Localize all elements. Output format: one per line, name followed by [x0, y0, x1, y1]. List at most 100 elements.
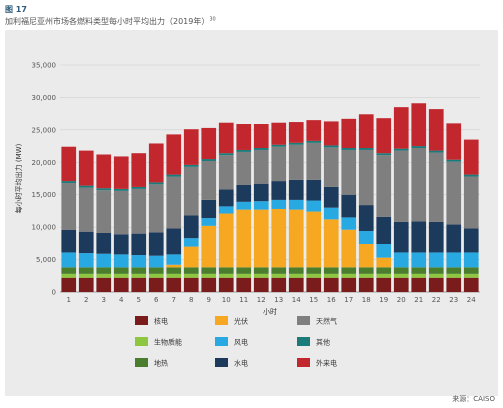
bar-segment: [131, 273, 147, 278]
legend-swatch: [215, 358, 228, 367]
bar-segment: [113, 273, 129, 278]
x-tick-label: 14: [292, 296, 301, 304]
bar-segment: [446, 159, 462, 162]
x-axis-title: 小时: [263, 307, 277, 316]
bar-segment: [323, 121, 339, 146]
bar-segment: [446, 277, 462, 292]
bar-segment: [306, 200, 322, 212]
bar-segment: [113, 234, 129, 255]
x-tick-label: 8: [189, 296, 193, 304]
legend-label: 风电: [234, 338, 248, 347]
bar-segment: [201, 277, 217, 292]
bar-segment: [393, 267, 409, 274]
bar-segment: [411, 221, 427, 253]
bar-segment: [96, 232, 112, 254]
bar-segment: [358, 273, 374, 278]
x-tick-label: 1: [67, 296, 71, 304]
bar-segment: [166, 264, 182, 268]
x-tick-label: 15: [309, 296, 318, 304]
bar-segment: [201, 273, 217, 278]
bar-segment: [236, 124, 252, 150]
bar-segment: [376, 257, 392, 268]
x-tick-label: 9: [207, 296, 211, 304]
bar-segment: [253, 149, 269, 184]
bar-segment: [201, 159, 217, 161]
bar-segment: [148, 184, 164, 233]
x-tick-label: 22: [432, 296, 441, 304]
bar-segment: [236, 201, 252, 210]
bar-segment: [323, 147, 339, 187]
bar-segment: [376, 267, 392, 274]
bar-segment: [463, 277, 479, 292]
legend-label: 核电: [154, 317, 168, 326]
bar-segment: [218, 189, 234, 207]
bar-segment: [201, 160, 217, 200]
legend-label: 地热: [154, 359, 168, 368]
bar-segment: [463, 267, 479, 274]
bar-segment: [183, 273, 199, 278]
bar-segment: [236, 209, 252, 268]
bar-segment: [253, 124, 269, 149]
bar-segment: [288, 273, 304, 278]
bar-segment: [393, 107, 409, 149]
bar-segment: [271, 273, 287, 278]
bar-segment: [358, 205, 374, 232]
bar-segment: [183, 238, 199, 247]
bar-segment: [218, 153, 234, 156]
x-tick-label: 2: [84, 296, 88, 304]
y-tick-label: 0: [52, 289, 56, 297]
bar-segment: [236, 267, 252, 274]
bar-segment: [148, 267, 164, 274]
bar-segment: [411, 267, 427, 274]
bar-segment: [271, 267, 287, 274]
legend-label: 生物质能: [154, 338, 182, 347]
y-tick-label: 30,000: [32, 94, 57, 102]
bar-segment: [96, 253, 112, 268]
figure-title: 加利福尼亚州市场各燃料类型每小时平均出力（2019年）30: [5, 16, 216, 27]
bar-segment: [393, 252, 409, 268]
bar-segment: [341, 277, 357, 292]
bar-segment: [253, 209, 269, 268]
legend-swatch: [297, 358, 310, 367]
legend-label: 水电: [234, 359, 248, 368]
bar-segment: [61, 267, 77, 274]
bar-segment: [218, 155, 234, 190]
figure-title-text: 加利福尼亚州市场各燃料类型每小时平均出力（2019年）: [5, 17, 210, 26]
bar-segment: [288, 267, 304, 274]
bar-segment: [323, 145, 339, 148]
bar-segment: [306, 120, 322, 141]
bar-segment: [428, 109, 444, 151]
bar-segment: [446, 161, 462, 225]
bar-segment: [306, 273, 322, 278]
bar-segment: [131, 267, 147, 274]
bar-segment: [148, 277, 164, 292]
bar-segment: [271, 144, 287, 147]
bar-segment: [428, 152, 444, 222]
bar-segment: [236, 149, 252, 152]
bar-segment: [446, 273, 462, 278]
bar-segment: [253, 277, 269, 292]
bar-segment: [218, 277, 234, 292]
bar-segment: [166, 273, 182, 278]
bar-segment: [306, 211, 322, 268]
bar-segment: [288, 209, 304, 268]
bar-segment: [61, 183, 77, 230]
y-tick-label: 10,000: [32, 224, 57, 232]
bar-segment: [218, 273, 234, 278]
x-tick-label: 18: [362, 296, 371, 304]
bar-segment: [358, 267, 374, 274]
x-tick-label: 12: [257, 296, 266, 304]
bar-segment: [183, 166, 199, 216]
bar-segment: [306, 142, 322, 180]
bar-segment: [411, 148, 427, 222]
bar-segment: [376, 216, 392, 245]
bar-segment: [253, 267, 269, 274]
bar-segment: [288, 179, 304, 200]
bar-segment: [323, 267, 339, 274]
bar-segment: [288, 122, 304, 143]
bar-segment: [253, 273, 269, 278]
bar-segment: [358, 149, 374, 206]
legend-swatch: [135, 337, 148, 346]
bar-segment: [183, 164, 199, 167]
bar-segment: [463, 174, 479, 177]
